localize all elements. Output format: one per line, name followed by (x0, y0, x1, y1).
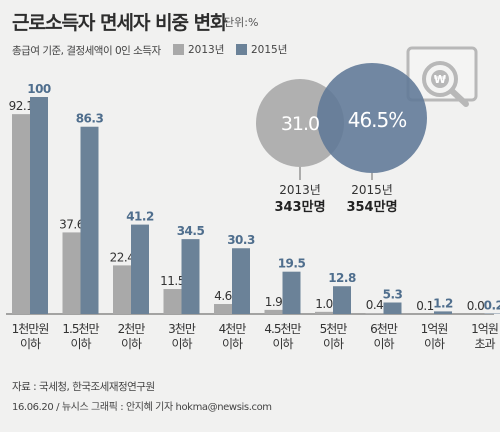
bar-2013-4 (214, 304, 232, 314)
venn-value-2013: 31.0 (281, 113, 319, 135)
bar-2013-6 (315, 311, 333, 314)
value-label-2015-3: 34.5 (177, 224, 205, 238)
venn-year-2015: 2015년 (351, 183, 393, 197)
svg-text:₩: ₩ (434, 73, 446, 86)
category-label-2: 2천만 이하 (117, 322, 146, 351)
value-label-2015-6: 12.8 (328, 271, 356, 285)
category-label-1: 1.5천만 이하 (62, 322, 99, 351)
venn-count-2015: 354만명 (346, 199, 397, 215)
value-label-2013-6: 1.0 (315, 297, 333, 311)
value-label-2013-3: 11.5 (160, 274, 185, 288)
venn-circle-2015 (317, 63, 427, 173)
value-label-2013-4: 4.6 (214, 289, 232, 303)
venn-count-2013: 343만명 (274, 199, 325, 215)
value-label-2015-4: 30.3 (227, 233, 255, 247)
value-label-2013-9: 0.0 (467, 299, 485, 313)
legend-swatch-2013 (173, 44, 184, 55)
legend-label-2013: 2013년 (188, 44, 225, 56)
value-label-2015-5: 19.5 (278, 257, 306, 271)
value-label-2015-7: 5.3 (383, 287, 403, 301)
category-label-5: 4.5천만 이하 (264, 322, 301, 351)
venn-year-2013: 2013년 (279, 183, 321, 197)
bar-2015-2 (131, 224, 149, 314)
chart-subtitle: 총급여 기준, 결정세액이 0인 소득자 (12, 45, 161, 57)
category-label-4: 4천만 이하 (218, 322, 247, 351)
category-label-3: 3천만 이하 (168, 322, 196, 351)
category-label-8: 1억원 이하 (420, 322, 449, 351)
value-label-2013-1: 37.6 (59, 217, 84, 231)
bar-2015-1 (80, 126, 99, 314)
value-label-2015-9: 0.2 (484, 299, 500, 313)
legend-swatch-2015 (236, 44, 247, 55)
bar-2013-2 (113, 265, 131, 314)
bar-2015-3 (181, 239, 200, 314)
legend-label-2015: 2015년 (251, 44, 288, 56)
venn-value-2015: 46.5% (348, 108, 407, 132)
value-label-2013-7: 0.4 (366, 298, 384, 312)
value-label-2013-2: 22.4 (110, 250, 135, 264)
bar-2015-8 (434, 311, 452, 314)
value-label-2013-0: 92.1 (9, 99, 34, 113)
category-label-6: 5천만 이하 (319, 322, 348, 351)
value-label-2015-0: 100 (27, 82, 51, 96)
value-label-2015-2: 41.2 (126, 210, 154, 224)
value-label-2015-1: 86.3 (76, 112, 104, 126)
value-label-2013-5: 1.9 (265, 295, 283, 309)
legend-2015: 2015년 (236, 42, 287, 57)
bar-2013-1 (62, 232, 81, 314)
magnifier-won-icon: ₩ (406, 46, 478, 107)
bar-2013-7 (365, 313, 384, 314)
bar-2015-0 (30, 97, 48, 314)
bar-2013-3 (163, 289, 182, 314)
bar-2015-5 (282, 271, 301, 314)
bar-2015-7 (383, 302, 402, 314)
category-label-7: 6천만 이하 (370, 322, 398, 351)
value-label-2013-8: 0.1 (416, 299, 434, 313)
value-label-2015-8: 1.2 (433, 296, 453, 310)
bar-2015-6 (333, 286, 351, 314)
bar-2013-0 (12, 114, 30, 314)
legend-2013: 2013년 (173, 42, 224, 57)
credit-text: 16.06.20 / 뉴시스 그래픽 : 안지혜 기자 hokma@newsis… (12, 402, 272, 413)
chart-title: 근로소득자 면세자 비중 변화 (12, 12, 228, 34)
category-label-9: 1억원 초과 (471, 322, 499, 351)
bar-2013-5 (264, 309, 283, 314)
source-text: 자료 : 국세청, 한국조세재정연구원 (12, 381, 155, 393)
bar-2015-4 (232, 248, 250, 314)
unit-label: 단위:% (224, 16, 259, 29)
category-label-0: 1천만원 이하 (11, 322, 50, 351)
